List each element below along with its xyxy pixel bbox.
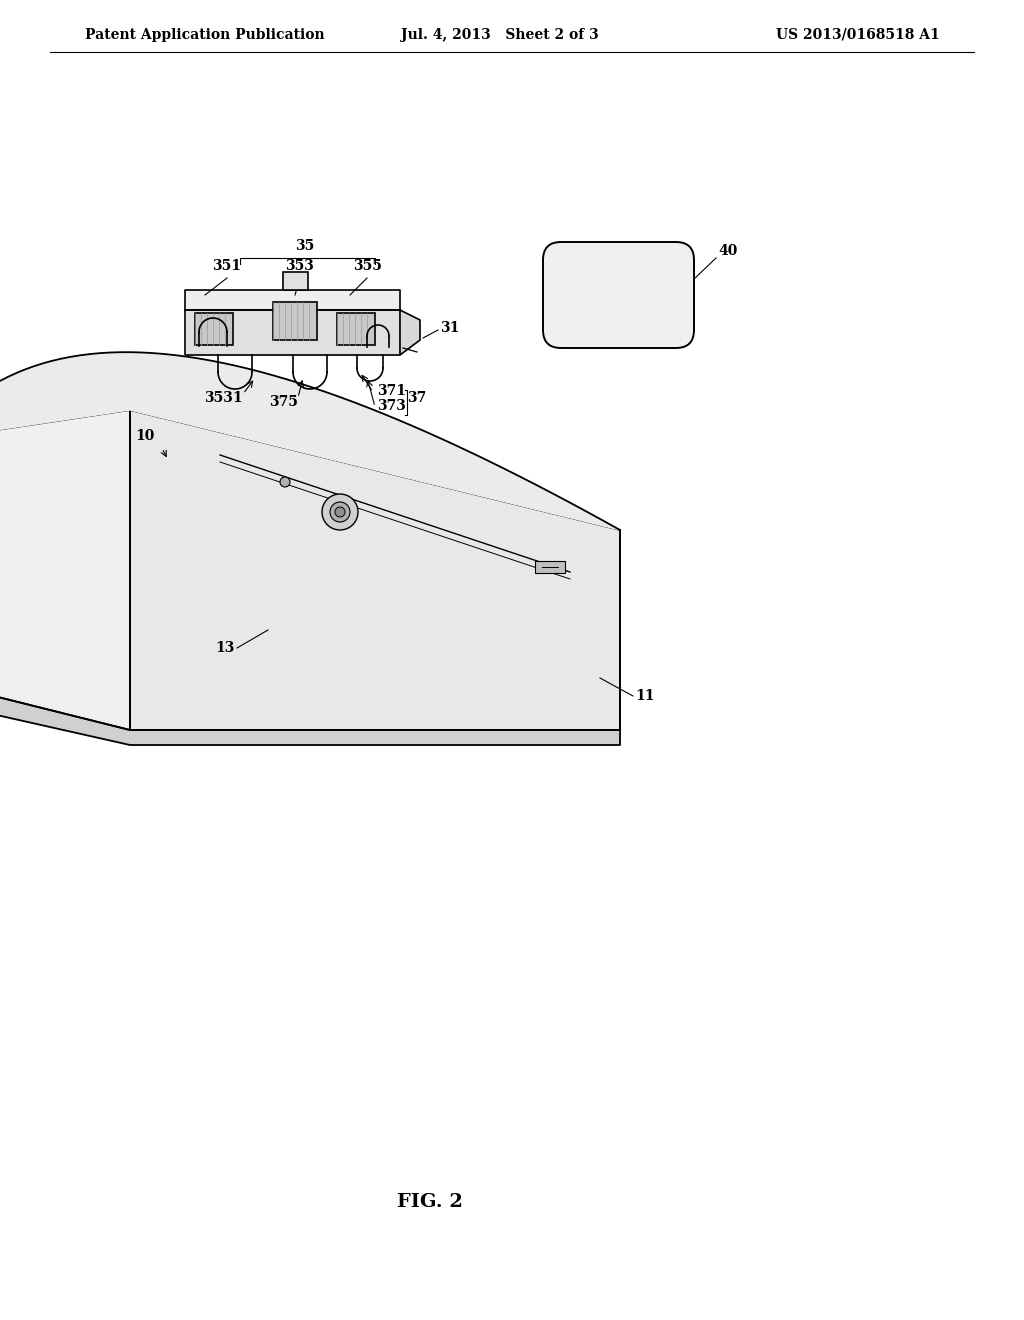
Polygon shape bbox=[0, 680, 620, 744]
Polygon shape bbox=[0, 352, 620, 531]
Text: Patent Application Publication: Patent Application Publication bbox=[85, 28, 325, 42]
Polygon shape bbox=[185, 290, 400, 310]
Circle shape bbox=[322, 494, 358, 531]
Circle shape bbox=[280, 477, 290, 487]
Text: 3531: 3531 bbox=[205, 391, 243, 405]
Circle shape bbox=[335, 507, 345, 517]
Polygon shape bbox=[130, 411, 620, 730]
Text: 351: 351 bbox=[213, 259, 242, 273]
Text: 13: 13 bbox=[216, 642, 234, 655]
Text: 40: 40 bbox=[718, 244, 737, 257]
Polygon shape bbox=[0, 411, 130, 730]
Text: Jul. 4, 2013   Sheet 2 of 3: Jul. 4, 2013 Sheet 2 of 3 bbox=[401, 28, 599, 42]
Bar bbox=[195, 313, 233, 345]
Bar bbox=[273, 302, 317, 341]
Text: 11: 11 bbox=[635, 689, 654, 704]
Text: 35: 35 bbox=[295, 239, 314, 253]
Text: 375: 375 bbox=[268, 395, 297, 409]
Circle shape bbox=[330, 502, 350, 521]
Text: 371: 371 bbox=[377, 384, 406, 399]
Polygon shape bbox=[185, 310, 400, 355]
Text: 37: 37 bbox=[407, 391, 426, 405]
Text: 10: 10 bbox=[135, 429, 155, 444]
Text: FIG. 2: FIG. 2 bbox=[397, 1193, 463, 1210]
Text: 355: 355 bbox=[352, 259, 381, 273]
Text: 31: 31 bbox=[440, 321, 460, 335]
Text: US 2013/0168518 A1: US 2013/0168518 A1 bbox=[776, 28, 940, 42]
Text: 373: 373 bbox=[377, 399, 406, 413]
Bar bbox=[535, 561, 565, 573]
Bar bbox=[337, 313, 375, 345]
Polygon shape bbox=[400, 310, 420, 355]
FancyBboxPatch shape bbox=[543, 242, 694, 348]
Bar bbox=[283, 272, 308, 290]
Text: 353: 353 bbox=[286, 259, 314, 273]
